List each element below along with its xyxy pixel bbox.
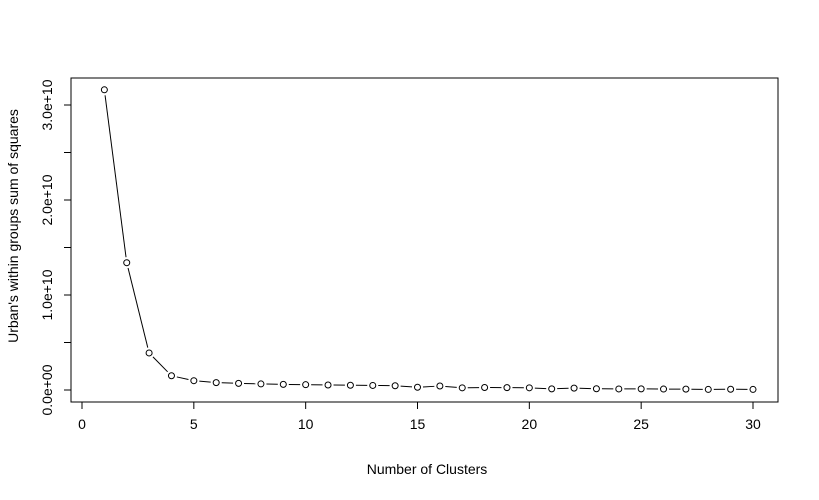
data-point bbox=[525, 384, 533, 392]
x-tick-label: 10 bbox=[298, 416, 314, 432]
data-point bbox=[749, 385, 757, 393]
data-point bbox=[458, 384, 466, 392]
plot-frame bbox=[70, 77, 779, 403]
data-point bbox=[727, 385, 735, 393]
x-axis-label: Number of Clusters bbox=[367, 461, 488, 477]
series-layer bbox=[100, 86, 757, 393]
data-point bbox=[279, 380, 287, 388]
series-line-segment bbox=[176, 376, 189, 380]
x-tick-label: 15 bbox=[410, 416, 426, 432]
data-point bbox=[100, 86, 108, 94]
data-point bbox=[302, 381, 310, 389]
data-point bbox=[257, 380, 265, 388]
x-tick-label: 0 bbox=[78, 416, 86, 432]
data-point bbox=[704, 385, 712, 393]
data-point bbox=[212, 379, 220, 387]
y-axis-label: Urban's within groups sum of squares bbox=[5, 109, 21, 343]
x-tick-label: 20 bbox=[522, 416, 538, 432]
data-point bbox=[682, 385, 690, 393]
data-point bbox=[167, 372, 175, 380]
data-point bbox=[436, 382, 444, 390]
data-point bbox=[123, 259, 131, 267]
x-tick-label: 30 bbox=[745, 416, 761, 432]
data-point bbox=[369, 381, 377, 389]
x-axis: 0 5 10 15 20 25 30 bbox=[78, 401, 761, 432]
series-line-segment bbox=[400, 385, 413, 388]
x-tick-label: 5 bbox=[190, 416, 198, 432]
series-line-segment bbox=[104, 95, 127, 258]
y-tick-label: 2.0e+10 bbox=[39, 174, 55, 225]
series-line-segment bbox=[422, 385, 435, 388]
data-point bbox=[592, 385, 600, 393]
data-point bbox=[324, 381, 332, 389]
data-point bbox=[570, 384, 578, 392]
data-point bbox=[481, 384, 489, 392]
data-point bbox=[660, 385, 668, 393]
data-point bbox=[414, 383, 421, 391]
series-line-segment bbox=[445, 385, 457, 388]
series-line-segment bbox=[199, 380, 211, 383]
series-line-segment bbox=[534, 387, 547, 390]
data-point bbox=[190, 377, 198, 385]
data-point bbox=[503, 384, 511, 392]
data-point bbox=[235, 379, 243, 387]
data-point bbox=[346, 381, 354, 389]
data-point bbox=[145, 349, 153, 357]
series-line-segment bbox=[152, 356, 168, 373]
data-point bbox=[548, 385, 556, 393]
y-tick-label: 3.0e+10 bbox=[39, 79, 55, 130]
data-point bbox=[637, 385, 645, 393]
series-line-segment bbox=[127, 267, 149, 348]
y-axis: 0.0e+00 1.0e+10 2.0e+10 3.0e+10 bbox=[39, 79, 72, 416]
data-point bbox=[391, 382, 399, 390]
data-point bbox=[615, 385, 623, 393]
y-tick-label: 1.0e+10 bbox=[39, 269, 55, 320]
y-tick-label: 0.0e+00 bbox=[39, 364, 55, 415]
x-tick-label: 25 bbox=[633, 416, 649, 432]
